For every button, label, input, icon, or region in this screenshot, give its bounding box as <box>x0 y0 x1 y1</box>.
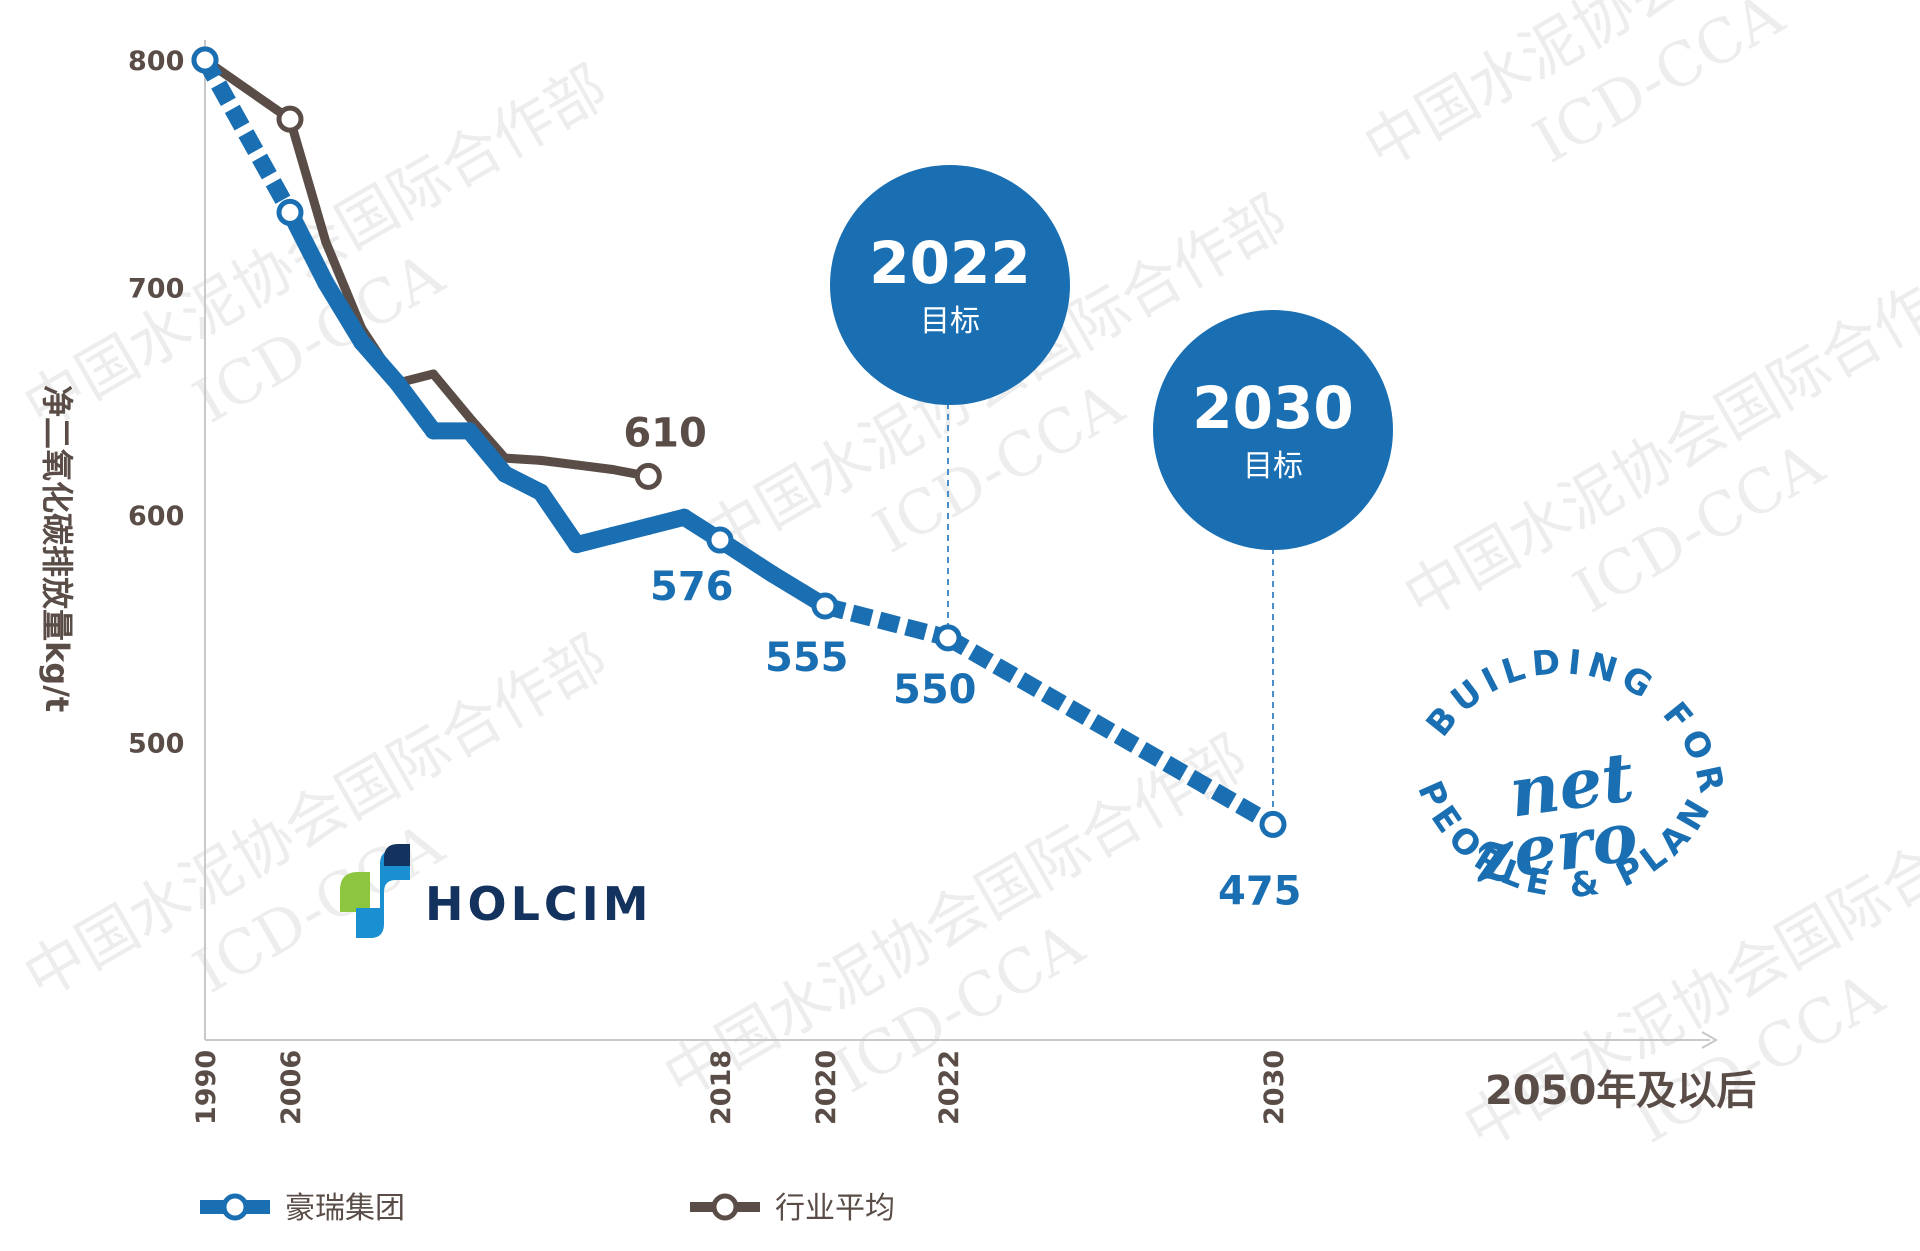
target-year-label: 2030 <box>1192 374 1353 442</box>
y-tick-label: 500 <box>128 729 184 760</box>
holcim-point-marker <box>934 624 962 652</box>
legend-label: 行业平均 <box>775 1191 895 1226</box>
legend: 豪瑞集团 行业平均 <box>200 1191 895 1226</box>
line-joint <box>675 508 693 526</box>
line-joint <box>424 422 442 440</box>
line-joint <box>572 460 582 470</box>
holcim-point-marker <box>276 198 304 226</box>
holcim-data-label: 576 <box>650 564 734 610</box>
x-tick-label: 2030 <box>1259 1050 1290 1125</box>
x-tick-label: 2006 <box>276 1050 307 1125</box>
line-joint <box>764 565 781 583</box>
line-joint <box>353 333 371 351</box>
y-axis-label: 净二氧化碳排放量kg/t <box>38 385 76 712</box>
industry-line-segment <box>536 455 582 470</box>
target-sub-label: 目标 <box>1243 449 1303 484</box>
industry-line-segment <box>464 412 510 463</box>
line-joint <box>321 237 331 247</box>
holcim-data-label: 550 <box>893 667 977 713</box>
legend-swatch-marker <box>221 1193 249 1221</box>
y-tick-label: 700 <box>128 274 184 305</box>
x-tick-label: 2018 <box>706 1050 737 1125</box>
industry-line-segment <box>321 237 367 333</box>
data-labels: 610 576 555 550 475 <box>623 410 1301 914</box>
holcim-line-segment <box>460 422 514 483</box>
target-year-label: 2022 <box>869 229 1030 297</box>
x-tick-label: 2020 <box>811 1050 842 1125</box>
y-tick-label: 800 <box>128 46 184 77</box>
series-lines <box>197 55 1282 833</box>
line-joint <box>496 465 514 483</box>
holcim-line-segment <box>197 55 298 217</box>
line-joint <box>389 374 406 392</box>
holcim-line-segment <box>353 333 406 392</box>
x-axis-end-label: 2050年及以后 <box>1485 1068 1756 1114</box>
x-tick-label: 2022 <box>934 1050 965 1125</box>
target-circles: 2022 目标 2030 目标 <box>830 165 1393 550</box>
holcim-point-marker <box>1259 810 1287 838</box>
industry-line-segment <box>428 369 474 422</box>
holcim-line-segment <box>317 274 371 351</box>
line-joint <box>464 412 474 422</box>
holcim-logo: HOLCIM <box>340 844 653 938</box>
industry-data-label: 610 <box>623 410 707 456</box>
line-joint <box>317 274 335 292</box>
holcim-line-segment <box>943 630 1278 832</box>
holcim-point-marker <box>706 526 734 554</box>
line-joint <box>608 465 617 474</box>
line-joint <box>532 483 550 501</box>
holcim-point-marker <box>191 46 219 74</box>
industry-line-segment <box>500 453 546 465</box>
line-joint <box>568 536 586 554</box>
holcim-line-segment <box>532 483 586 554</box>
line-joint <box>639 517 657 535</box>
holcim-data-label: 475 <box>1218 868 1302 914</box>
line-joint <box>604 526 621 544</box>
x-tick-group: 1990 2006 2018 2020 2022 2030 <box>191 1050 1290 1125</box>
target-circle-2022 <box>830 165 1070 405</box>
industry-point-marker <box>276 105 304 133</box>
line-joint <box>460 422 478 440</box>
target-leader-lines <box>947 403 1274 813</box>
industry-point-marker <box>634 462 662 490</box>
x-tick-label: 1990 <box>191 1050 222 1125</box>
industry-line-segment <box>285 114 331 247</box>
holcim-line-segment <box>389 374 442 440</box>
line-joint <box>536 455 546 465</box>
legend-swatch-marker <box>711 1193 739 1221</box>
series-markers <box>191 46 1287 838</box>
target-sub-label: 目标 <box>920 304 980 339</box>
holcim-point-marker <box>811 592 839 620</box>
y-tick-group: 800 700 600 500 <box>128 46 184 760</box>
y-tick-label: 600 <box>128 501 184 532</box>
svg-text:中国水泥协会国际合作部: 中国水泥协会国际合作部 <box>13 622 620 1013</box>
legend-label: 豪瑞集团 <box>285 1191 405 1226</box>
holcim-logo-icon <box>340 844 410 938</box>
holcim-line-segment <box>822 597 951 647</box>
industry-line-segment <box>572 460 617 474</box>
holcim-logo-text: HOLCIM <box>425 877 653 931</box>
x-axis-arrow <box>1701 1031 1719 1049</box>
line-joint <box>428 369 438 379</box>
target-circle-2030 <box>1153 310 1393 550</box>
badge-net: net <box>1505 737 1639 833</box>
holcim-data-label: 555 <box>765 635 849 681</box>
